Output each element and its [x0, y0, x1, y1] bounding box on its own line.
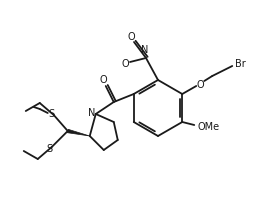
Text: Br: Br: [235, 59, 246, 69]
Text: S: S: [47, 144, 53, 154]
Text: S: S: [49, 109, 55, 119]
Text: O: O: [197, 80, 204, 90]
Polygon shape: [67, 129, 90, 136]
Text: N: N: [88, 108, 95, 118]
Text: N: N: [141, 45, 149, 55]
Text: OMe: OMe: [197, 122, 219, 132]
Text: O: O: [100, 75, 108, 85]
Text: O: O: [127, 32, 135, 42]
Text: O: O: [121, 59, 129, 69]
